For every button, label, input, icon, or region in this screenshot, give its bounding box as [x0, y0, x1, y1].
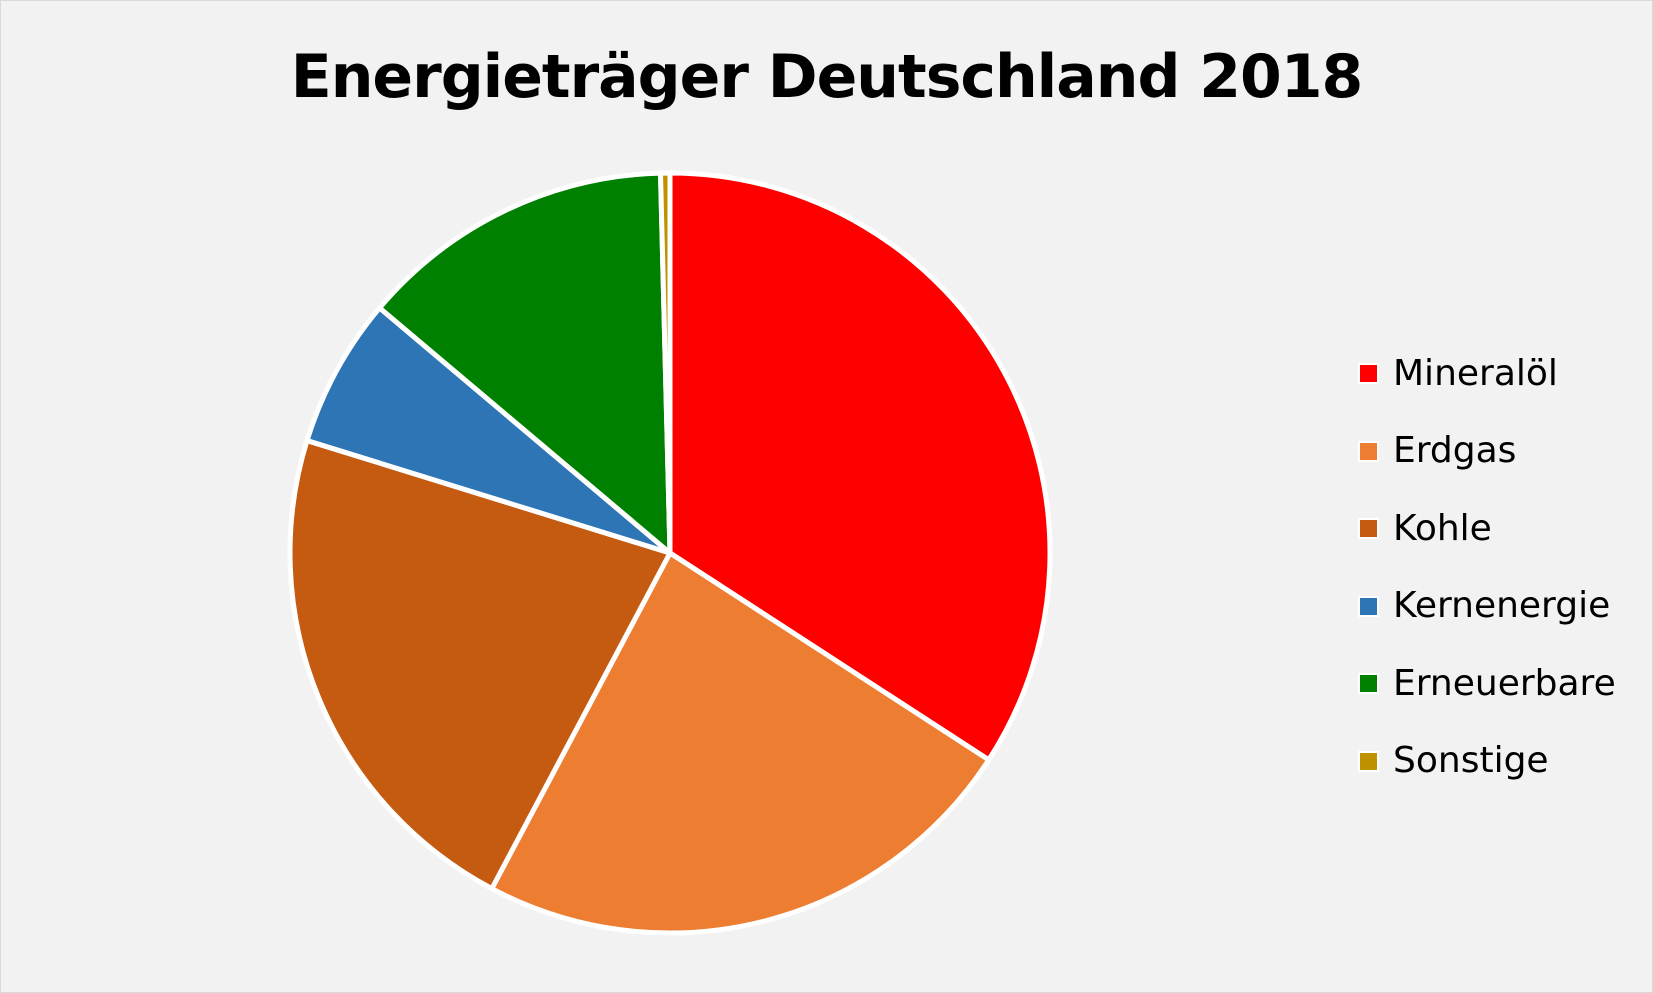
chart-title: Energieträger Deutschland 2018 — [290, 42, 1364, 112]
legend-item: Kohle — [1358, 490, 1616, 568]
legend-label: Kernenergie — [1393, 585, 1611, 627]
legend-swatch — [1358, 440, 1379, 462]
legend-swatch — [1358, 595, 1379, 617]
legend-swatch — [1358, 673, 1379, 695]
legend-swatch — [1358, 518, 1379, 540]
pie-slice-2 — [489, 550, 992, 936]
pie-slice-3 — [287, 438, 673, 892]
legend-label: Erdgas — [1393, 430, 1517, 472]
legend-label: Erneuerbare — [1393, 662, 1616, 704]
pie-slices — [287, 170, 1053, 936]
legend-swatch — [1358, 363, 1379, 385]
legend-item: Mineralöl — [1358, 335, 1616, 413]
legend: Mineralöl Erdgas Kohle Kernenergie Erneuerba… — [1358, 335, 1616, 800]
legend-label: Sonstige — [1393, 740, 1549, 782]
legend-item: Sonstige — [1358, 723, 1616, 801]
legend-item: Kernenergie — [1358, 568, 1616, 646]
legend-item: Erdgas — [1358, 413, 1616, 491]
legend-label: Mineralöl — [1393, 352, 1558, 394]
legend-swatch — [1358, 750, 1379, 772]
pie-slice-4 — [304, 305, 673, 556]
pie-slice-5 — [377, 170, 673, 556]
legend-label: Kohle — [1393, 507, 1492, 549]
legend-item: Erneuerbare — [1358, 645, 1616, 723]
pie-slice-6 — [657, 170, 673, 556]
